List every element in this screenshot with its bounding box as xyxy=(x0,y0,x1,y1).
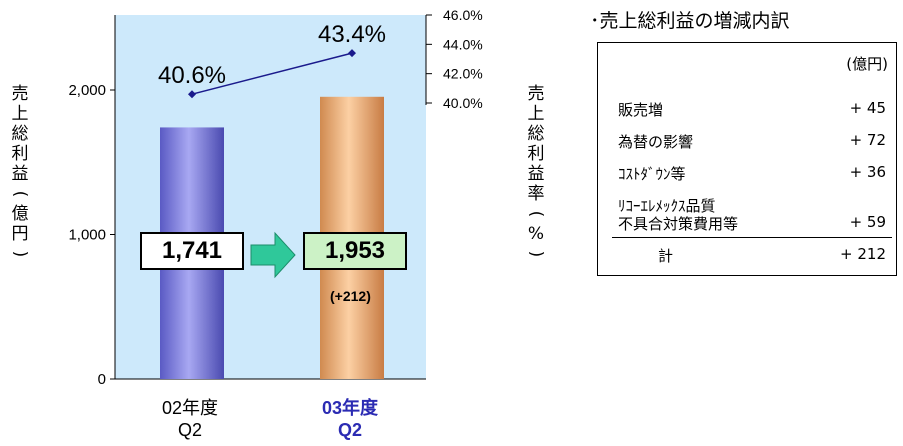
ratio-marker xyxy=(188,90,196,99)
total-divider xyxy=(612,237,892,238)
y-left-tick-label: 2,000 xyxy=(68,82,106,99)
total-value: + 212 xyxy=(840,245,886,263)
category-label-02: 02年度 Q2 xyxy=(161,398,219,440)
bar-value-label-02: 1,741 xyxy=(140,232,244,270)
unit-label: (億円) xyxy=(846,55,888,73)
row-label: ｺｽﾄﾀﾞｳﾝ等 xyxy=(618,165,686,183)
row-value: + 45 xyxy=(849,99,886,117)
ratio-marker xyxy=(348,49,356,58)
growth-arrow-icon xyxy=(250,231,296,279)
y-right-tick-label: 46.0% xyxy=(443,7,483,23)
ratio-label: 43.4% xyxy=(318,21,386,48)
delta-label: (+212) xyxy=(330,288,371,304)
row-label: 販売増 xyxy=(618,101,664,119)
y-right-tick-label: 44.0% xyxy=(443,36,483,52)
y-axis-right-title: 売 上 総 利 益 率 ( % ) xyxy=(526,84,546,258)
ratio-label: 40.6% xyxy=(158,62,226,89)
row-value: + 36 xyxy=(849,163,886,181)
row-value: + 72 xyxy=(849,131,886,149)
category-label-03: 03年度 Q2 xyxy=(321,398,379,440)
y-axis-left-title: 売 上 総 利 益 ( 億 円 ) xyxy=(10,84,30,258)
row-label-line2: 不具合対策費用等 xyxy=(618,215,739,233)
row-label: 為替の影響 xyxy=(618,133,694,151)
breakdown-table: (億円) 販売増 + 45 為替の影響 + 72 ｺｽﾄﾀﾞｳﾝ等 + 36 ﾘ… xyxy=(597,42,897,276)
bar-value-label-03: 1,953 xyxy=(303,232,407,270)
ratio-line xyxy=(191,52,353,95)
y-right-tick-label: 42.0% xyxy=(443,66,483,82)
row-label-line1: ﾘｺｰｴﾚﾒｯｸｽ品質 xyxy=(618,197,716,215)
y-left-tick-label: 0 xyxy=(98,371,106,388)
row-value: + 59 xyxy=(849,213,886,231)
y-right-tick-label: 40.0% xyxy=(443,95,483,111)
breakdown-title: ･売上総利益の増減内訳 xyxy=(590,10,790,32)
y-left-tick-label: 1,000 xyxy=(68,227,106,244)
total-label: 計 xyxy=(658,247,674,265)
